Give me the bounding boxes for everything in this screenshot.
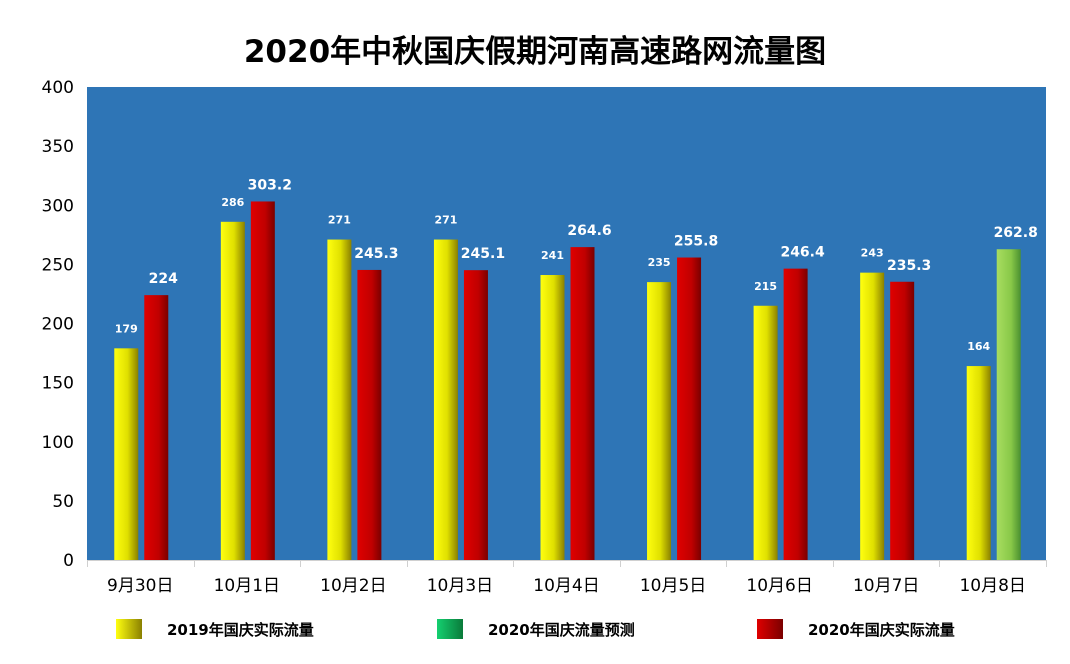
bar-2020-actual [890, 281, 915, 560]
data-label: 243 [861, 247, 884, 260]
plot-area [87, 87, 1046, 560]
legend-item-2020-actual: 2020年国庆实际流量 [757, 618, 955, 640]
legend-swatch-yellow [116, 619, 142, 639]
data-label: 262.8 [994, 225, 1038, 241]
bar-2019-actual [220, 221, 245, 560]
data-label: 286 [221, 196, 244, 209]
bar-2019-actual [327, 239, 352, 561]
data-label: 245.3 [354, 246, 398, 262]
x-tick-label: 10月6日 [746, 576, 812, 596]
y-tick-label: 150 [42, 374, 74, 394]
bar-2020-actual [570, 247, 595, 560]
legend-label: 2019年国庆实际流量 [167, 620, 314, 639]
data-label: 246.4 [780, 245, 825, 261]
bar-2020-actual [144, 295, 169, 560]
y-tick-label: 0 [63, 551, 74, 571]
y-tick-label: 200 [42, 315, 74, 335]
y-tick-label: 350 [42, 137, 74, 157]
y-tick-label: 100 [42, 433, 74, 453]
data-label: 224 [149, 271, 178, 287]
y-tick-label: 250 [42, 255, 74, 275]
legend-swatch-green [437, 619, 463, 639]
x-tick-label: 10月8日 [959, 576, 1025, 596]
chart-title: 2020年中秋国庆假期河南高速路网流量图 [243, 34, 827, 70]
bar-2019-actual [114, 348, 139, 560]
data-label: 215 [754, 280, 777, 293]
data-label: 271 [328, 214, 351, 227]
bar-2020-actual [357, 269, 382, 560]
bar-2020-forecast [996, 249, 1021, 560]
data-label: 235.3 [887, 258, 931, 274]
data-label: 245.1 [461, 246, 505, 262]
y-tick-label: 400 [42, 78, 74, 98]
legend-label: 2020年国庆流量预测 [488, 620, 635, 639]
x-tick-label: 10月7日 [853, 576, 919, 596]
data-label: 264.6 [567, 223, 611, 239]
legend-label: 2020年国庆实际流量 [808, 620, 955, 639]
data-label: 164 [967, 340, 990, 353]
x-tick-label: 10月1日 [214, 576, 280, 596]
bar-2019-actual [540, 275, 565, 560]
bar-2019-actual [433, 239, 458, 561]
y-tick-label: 300 [42, 196, 74, 216]
legend-swatch-red [757, 619, 783, 639]
bar-2020-actual [783, 268, 808, 560]
bar-2019-actual [647, 282, 672, 560]
bar-2020-actual [677, 257, 702, 560]
data-label: 303.2 [248, 177, 292, 193]
x-tick-label: 10月5日 [640, 576, 706, 596]
data-label: 255.8 [674, 234, 718, 250]
x-tick-label: 9月30日 [107, 576, 173, 596]
data-label: 241 [541, 249, 564, 262]
y-tick-label: 50 [52, 492, 74, 512]
x-tick-label: 10月3日 [427, 576, 493, 596]
legend-item-2019-actual: 2019年国庆实际流量 [116, 618, 314, 640]
x-tick-label: 10月2日 [320, 576, 386, 596]
data-label: 235 [648, 256, 671, 269]
x-tick-label: 10月4日 [533, 576, 599, 596]
bar-2020-actual [463, 270, 488, 560]
bar-2019-actual [860, 272, 885, 560]
bar-2019-actual [753, 305, 778, 560]
data-label: 271 [434, 214, 457, 227]
bar-2020-actual [250, 201, 275, 560]
legend-item-2020-forecast: 2020年国庆流量预测 [437, 618, 635, 640]
bar-2019-actual [966, 366, 991, 560]
data-label: 179 [115, 322, 138, 335]
